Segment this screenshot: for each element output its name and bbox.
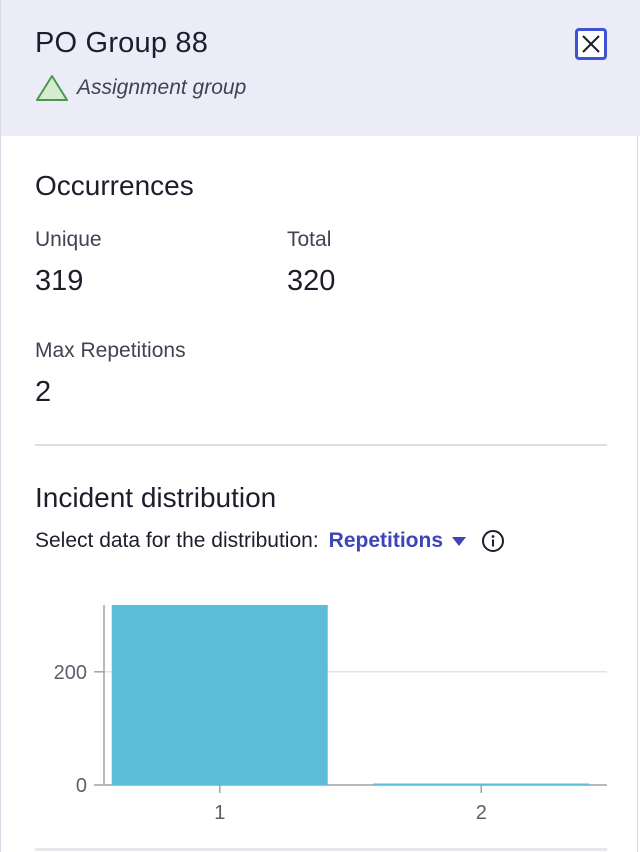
distribution-selector-row: Select data for the distribution: Repeti…: [35, 529, 505, 553]
close-icon: [582, 35, 600, 53]
x-tick-label-2: 2: [476, 802, 487, 824]
distribution-dropdown[interactable]: Repetitions: [329, 529, 467, 553]
occurrences-title: Occurrences: [35, 170, 194, 201]
distribution-select-label: Select data for the distribution:: [35, 529, 319, 552]
bar-2: [373, 783, 590, 785]
chart-bottom-divider: [35, 848, 607, 851]
caret-down-icon: [452, 537, 467, 546]
close-button[interactable]: [575, 28, 607, 60]
total-label: Total: [287, 228, 332, 251]
triangle-icon: [35, 74, 69, 102]
unique-value: 319: [35, 265, 84, 297]
y-tick-label: 200: [54, 662, 87, 684]
distribution-title: Incident distribution: [35, 482, 277, 513]
distribution-dropdown-value: Repetitions: [328, 529, 444, 552]
x-tick-label-1: 1: [214, 802, 225, 824]
panel-subtitle: Assignment group: [35, 74, 246, 102]
panel-header: PO Group 88 Assignment group: [1, 0, 640, 136]
max-repetitions-value: 2: [35, 376, 52, 408]
total-value: 320: [287, 265, 336, 297]
y-tick-label: 0: [76, 775, 87, 797]
subtitle-label: Assignment group: [77, 76, 247, 99]
distribution-chart: 0 200 1 2: [35, 605, 607, 851]
panel-title: PO Group 88: [35, 27, 209, 59]
unique-label: Unique: [35, 228, 102, 251]
section-divider: [35, 444, 607, 446]
info-icon[interactable]: [481, 529, 505, 553]
max-repetitions-label: Max Repetitions: [35, 339, 186, 362]
bar-1: [111, 605, 328, 785]
